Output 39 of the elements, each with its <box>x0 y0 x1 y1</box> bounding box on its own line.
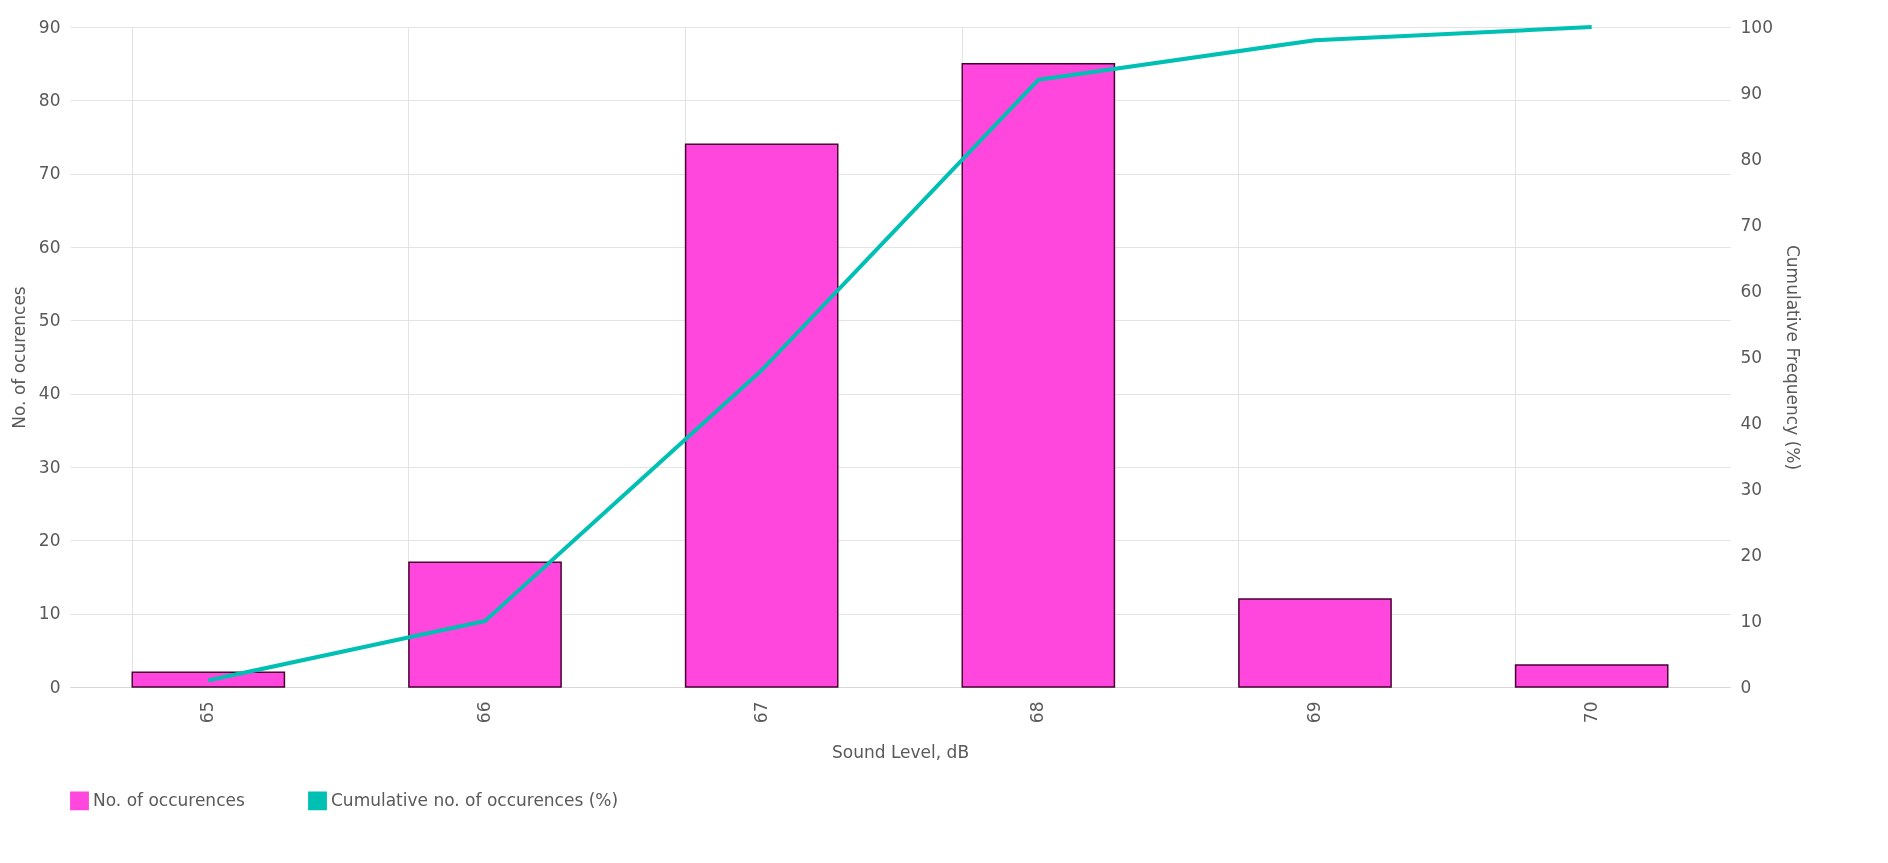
y-tick-label: 0 <box>49 676 61 697</box>
legend-label: Cumulative no. of occurences (%) <box>331 789 619 810</box>
x-tick-label: 65 <box>197 701 218 724</box>
y-tick-label: 60 <box>38 236 61 257</box>
y2-tick-label: 30 <box>1740 478 1763 499</box>
bar <box>684 143 839 688</box>
x-tick-label: 70 <box>1580 701 1601 724</box>
y2-tick-label: 40 <box>1740 412 1763 433</box>
y-tick-label: 10 <box>38 603 61 624</box>
y-tick-label: 20 <box>38 529 61 550</box>
y2-tick-label: 70 <box>1740 214 1763 235</box>
x-tick-label: 69 <box>1304 701 1324 724</box>
bar <box>961 62 1116 688</box>
y2-tick-label: 20 <box>1740 544 1763 565</box>
y2-axis-title: Cumulative Frequency (%) <box>1782 244 1803 471</box>
bar <box>131 671 286 688</box>
y2-tick-label: 0 <box>1740 676 1752 697</box>
y2-tick-label: 100 <box>1740 16 1773 37</box>
y2-tick-label: 80 <box>1740 148 1763 169</box>
y-axis-title: No. of ocurences <box>8 286 29 429</box>
y2-tick-label: 60 <box>1740 280 1763 301</box>
bar <box>1514 664 1669 688</box>
bar <box>1238 598 1392 688</box>
y-tick-label: 30 <box>38 456 61 477</box>
y-tick-label: 90 <box>38 16 61 37</box>
y-tick-label: 70 <box>38 163 61 184</box>
x-axis-title: Sound Level, dB <box>831 742 970 763</box>
y2-tick-label: 50 <box>1740 346 1763 367</box>
bar <box>408 561 562 688</box>
y2-tick-label: 90 <box>1740 82 1763 103</box>
y-tick-label: 80 <box>38 89 61 110</box>
legend-label: No. of occurences <box>93 789 245 810</box>
x-tick-label: 68 <box>1027 701 1048 724</box>
x-tick-label: 67 <box>750 701 771 724</box>
x-tick-label: 66 <box>474 701 494 724</box>
line-series <box>206 25 1594 683</box>
y2-tick-label: 10 <box>1740 610 1763 631</box>
y-tick-label: 50 <box>38 309 61 330</box>
y-tick-label: 40 <box>38 383 61 404</box>
